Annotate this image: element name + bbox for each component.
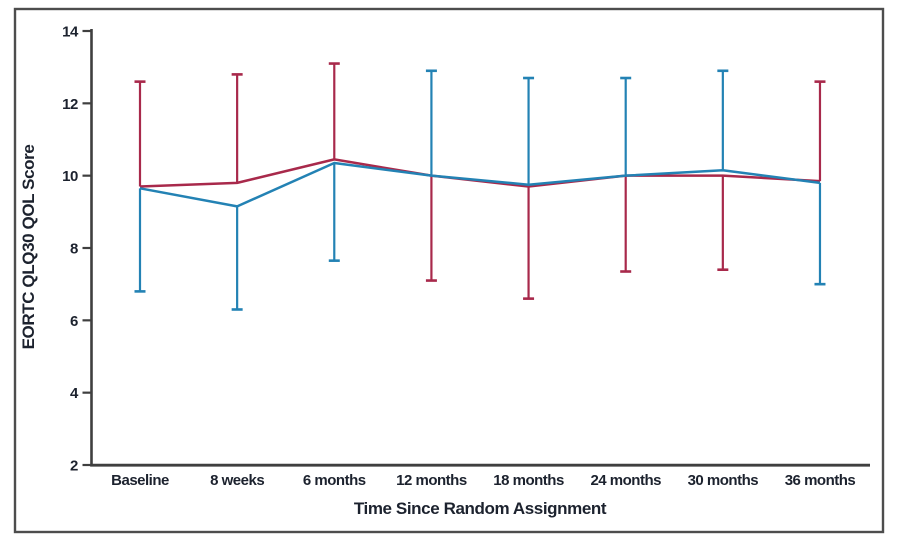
blue-arm-line (139, 161, 821, 208)
y-tick-label: 10 (62, 168, 78, 185)
y-tick-label: 14 (62, 24, 79, 41)
x-category-label: 8 weeks (210, 472, 264, 489)
y-tick-label: 4 (70, 385, 79, 402)
figure-border (13, 7, 885, 534)
y-tick-label: 12 (62, 96, 78, 113)
x-category-label: 6 months (303, 472, 366, 489)
y-tick-label: 8 (70, 241, 78, 258)
chart-content: 2 4 6 8 10 12 14 Baseline 8 weeks 6 months 12 mont… (62, 24, 870, 489)
x-axis-title: Time Since Random Assignment (354, 499, 607, 518)
x-category-label: Baseline (111, 472, 169, 489)
x-category-label: 12 months (396, 472, 467, 489)
y-tick-label: 2 (70, 458, 78, 475)
y-tick-label: 6 (70, 313, 78, 330)
y-axis-title: EORTC QLQ30 QOL Score (19, 145, 38, 350)
x-category-label: 30 months (688, 472, 759, 489)
x-category-label: 36 months (785, 472, 856, 489)
x-category-label: 24 months (590, 472, 661, 489)
x-category-label: 18 months (493, 472, 564, 489)
